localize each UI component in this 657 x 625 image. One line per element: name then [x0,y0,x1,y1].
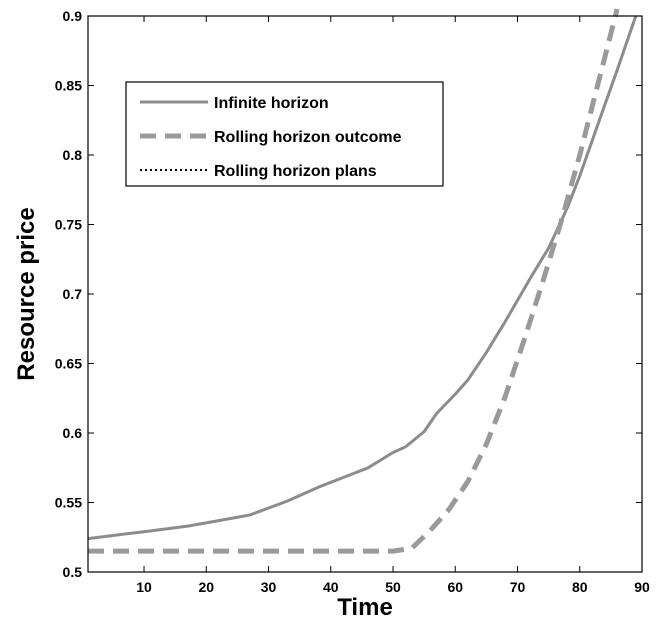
x-tick-label: 10 [136,579,152,595]
legend-label-2: Rolling horizon plans [214,163,377,180]
x-tick-label: 30 [261,579,277,595]
y-tick-label: 0.65 [55,356,82,372]
x-tick-label: 90 [634,579,650,595]
y-tick-label: 0.55 [55,495,82,511]
x-tick-label: 60 [447,579,463,595]
legend-label-0: Infinite horizon [214,95,329,112]
y-tick-label: 0.5 [63,564,83,580]
x-tick-label: 20 [198,579,214,595]
y-tick-label: 0.7 [63,286,83,302]
series-line-0 [87,15,638,541]
x-tick-label: 50 [385,579,401,595]
series-line-1 [88,8,620,554]
y-tick-label: 0.6 [63,425,83,441]
x-axis-label: Time [337,594,393,621]
legend-label-1: Rolling horizon outcome [214,129,402,146]
x-tick-label: 80 [572,579,588,595]
y-tick-label: 0.8 [63,147,83,163]
y-tick-label: 0.75 [55,217,82,233]
y-tick-label: 0.85 [55,78,82,94]
legend: Infinite horizon Rolling horizon outcome R… [125,81,444,187]
x-tick-label: 70 [510,579,526,595]
legend-entries: Infinite horizon Rolling horizon outcome R… [140,95,402,180]
y-tick-label: 0.9 [63,8,83,24]
series-layer [87,8,638,554]
y-axis-label: Resource price [13,207,40,380]
tick-layer: 10 20 30 40 50 60 70 80 90 0.5 0.55 0.6 0.65 0.7 0.75 0… [55,8,650,595]
x-tick-label: 40 [323,579,339,595]
